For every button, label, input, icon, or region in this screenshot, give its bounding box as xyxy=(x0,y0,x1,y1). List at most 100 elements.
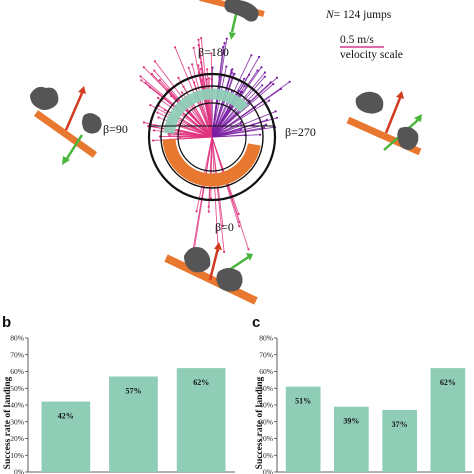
bar xyxy=(430,368,466,472)
velocity-vector xyxy=(211,77,220,138)
y-tick-label: 70% xyxy=(10,350,24,359)
animal-right-upper-icon xyxy=(355,91,384,114)
branch-left xyxy=(33,110,98,158)
velocity-vector-tip xyxy=(268,99,271,102)
bar xyxy=(176,368,226,472)
y-tick-label: 0% xyxy=(263,468,273,474)
velocity-vector-tip xyxy=(192,46,195,49)
illustration-right xyxy=(346,91,422,156)
velocity-vector-tip xyxy=(163,108,166,111)
velocity-vector-tip xyxy=(168,134,171,137)
velocity-vector xyxy=(211,127,265,138)
velocity-vector-tip xyxy=(152,139,155,142)
velocity-vector-tip xyxy=(206,68,209,71)
velocity-vector-tip xyxy=(207,210,210,213)
velocity-vector-tip xyxy=(262,126,266,129)
velocity-vector-tip xyxy=(275,76,279,79)
velocity-vector-tip xyxy=(231,68,234,71)
animal-right-lower-icon xyxy=(397,126,419,150)
velocity-vector xyxy=(211,66,227,138)
velocity-vector-tip xyxy=(275,116,278,119)
velocity-vector-tip xyxy=(288,80,291,83)
legend: N= 124 jumps 0.5 m/s velocity scale xyxy=(325,9,403,61)
velocity-vector-tip xyxy=(247,248,250,251)
bar xyxy=(382,410,417,472)
velocity-vector-tip xyxy=(210,52,213,55)
velocity-vector-tip xyxy=(209,197,212,200)
bar-value-label: 62% xyxy=(440,378,456,387)
legend-scale-value: 0.5 m/s xyxy=(340,34,374,46)
velocity-vector xyxy=(211,134,261,138)
y-tick-label: 70% xyxy=(259,350,273,359)
bar-value-label: 62% xyxy=(193,378,209,387)
velocity-vector xyxy=(193,136,213,254)
velocity-vector-tip xyxy=(274,110,277,113)
panel-b: b 0% 10% 20% 30% 40% 50% 60% 70% 80% Success rate… xyxy=(2,314,235,474)
legend-scale-label: velocity scale xyxy=(340,49,403,61)
velocity-vector-tip xyxy=(239,128,242,131)
velocity-vector xyxy=(153,129,213,138)
y-tick-label: 60% xyxy=(10,367,24,376)
velocity-vector xyxy=(178,129,213,138)
velocity-vector-tip xyxy=(239,122,242,125)
panel-c: c 0% 10% 20% 30% 40% 50% 60% 70% 80% Success rate… xyxy=(252,314,472,474)
bar xyxy=(334,406,369,472)
y-axis-label: Success rate of landing xyxy=(3,376,13,469)
y-tick-label: 30% xyxy=(259,417,273,426)
velocity-vector xyxy=(211,84,263,138)
velocity-vector-tip xyxy=(156,111,159,114)
velocity-vector-tip xyxy=(142,66,145,69)
velocity-vector-tip xyxy=(238,220,241,224)
y-tick-label: 10% xyxy=(259,451,273,460)
y-tick-label: 50% xyxy=(10,384,24,393)
velocity-vector-tip xyxy=(250,54,253,57)
velocity-vector-tip xyxy=(193,81,196,84)
velocity-vector-tip xyxy=(197,64,200,67)
velocity-vector xyxy=(208,136,213,207)
beta-label-right: β=270 xyxy=(285,125,316,139)
velocity-vector-tip xyxy=(259,133,262,136)
red-arrow-right xyxy=(384,97,402,134)
velocity-vector-tip xyxy=(153,60,156,63)
innermost-ring xyxy=(177,102,247,172)
bar xyxy=(41,401,91,472)
red-arrowhead-left xyxy=(78,86,86,94)
illustration-left xyxy=(30,86,102,165)
illustration-bottom xyxy=(164,242,258,305)
beta-label-bottom: β=0 xyxy=(215,220,234,234)
velocity-vector-tip xyxy=(197,71,200,74)
y-axis-label: Success rate of landing xyxy=(255,376,265,469)
bar-value-label: 37% xyxy=(392,420,408,429)
velocity-vector-tip xyxy=(180,91,183,94)
bar-value-label: 39% xyxy=(343,417,359,426)
velocity-vector-tip xyxy=(207,205,210,208)
red-arrowhead-bottom xyxy=(214,242,222,250)
velocity-vector-tip xyxy=(248,73,251,76)
velocity-vector-tip xyxy=(167,132,170,135)
beta-label-top: β=180 xyxy=(198,45,229,59)
velocity-vector-tip xyxy=(140,79,143,82)
y-tick-label: 10% xyxy=(10,451,24,460)
velocity-vector-tip xyxy=(256,69,259,72)
y-tick-label: 0% xyxy=(14,468,24,474)
velocity-vector-tip xyxy=(221,225,224,228)
velocity-vector-tip xyxy=(223,41,226,45)
velocity-vector-tip xyxy=(158,79,161,82)
green-arrow-left xyxy=(64,134,84,161)
velocity-vector-tip xyxy=(177,76,180,79)
y-tick-label: 20% xyxy=(10,434,24,443)
red-arrowhead-right xyxy=(396,91,404,99)
beta-label-left: β=90 xyxy=(103,122,128,136)
velocity-vector-tip xyxy=(148,86,151,89)
y-tick-label: 40% xyxy=(10,401,24,410)
animal-bottom-right-icon xyxy=(216,268,243,292)
velocity-vector-tip xyxy=(157,116,160,119)
red-arrow-left xyxy=(64,92,84,131)
velocity-vector-tip xyxy=(139,75,142,78)
velocity-vector-tip xyxy=(218,76,221,79)
velocity-vector-tip xyxy=(237,89,240,92)
velocity-vector-tip xyxy=(197,38,200,41)
velocity-vector-tip xyxy=(237,212,240,216)
bar xyxy=(285,386,321,472)
